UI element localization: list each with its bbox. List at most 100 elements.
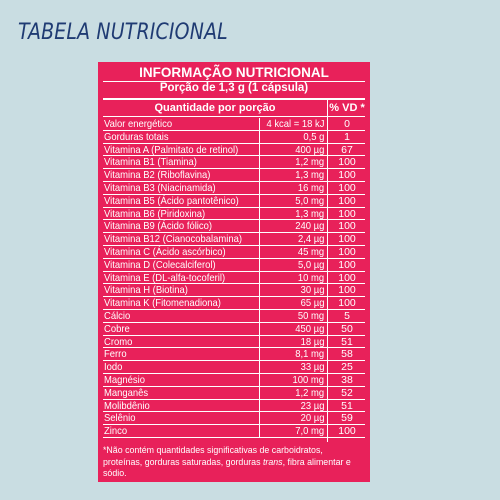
- nutrient-vd: 51: [341, 335, 353, 348]
- amount-cell: 2,4 µg: [259, 233, 327, 246]
- divider: [103, 81, 365, 82]
- amount-cell: 100 mg: [259, 373, 327, 386]
- nutrient-vd: 100: [338, 181, 356, 194]
- table-row: Molibdênio 23 µg 51: [103, 399, 365, 413]
- nutrient-vd: 0: [344, 118, 350, 130]
- nutrient-name: Vitamina E (DL-alfa-tocoferil): [104, 271, 226, 284]
- nutrient-rows: Valor energético 4 kcal = 18 kJ 0 Gorduras …: [103, 118, 365, 438]
- amount-cell: 5,0 mg: [259, 194, 327, 207]
- portion-size: Porção de 1,3 g (1 cápsula): [159, 82, 309, 94]
- nutrient-name: Vitamina H (Biotina): [104, 284, 188, 297]
- amount-cell: 0,5 g: [259, 130, 327, 143]
- label-title: INFORMAÇÃO NUTRICIONAL: [139, 65, 329, 80]
- table-row: Vitamina B6 (Piridoxina) 1,3 mg 100: [103, 207, 365, 221]
- nutrient-name: Vitamina B9 (Ácido fólico): [104, 220, 213, 233]
- nutrient-name: Vitamina B5 (Ácido pantotênico): [104, 194, 239, 207]
- table-row: Vitamina A (Palmitato de retinol) 400 µg 6…: [103, 143, 365, 157]
- nutrient-amount: 16 mg: [297, 181, 324, 194]
- nutrient-amount: 20 µg: [300, 412, 324, 425]
- nutrient-amount: 5,0 mg: [295, 194, 324, 207]
- nutrition-label: INFORMAÇÃO NUTRICIONAL Porção de 1,3 g (…: [98, 62, 370, 482]
- nutrient-vd: 52: [341, 386, 353, 399]
- table-row: Vitamina B2 (Riboflavina) 1,3 mg 100: [103, 169, 365, 182]
- footnote: *Não contém quantidades significativas d…: [103, 445, 361, 480]
- table-row: Ferro 8,1 mg 58: [103, 348, 365, 362]
- nutrient-amount: 1,2 mg: [295, 156, 324, 169]
- footnote-italic: trans: [262, 456, 283, 468]
- nutrient-amount: 400 µg: [294, 143, 324, 156]
- nutrient-name: Vitamina B12 (Cianocobalamina): [104, 233, 242, 246]
- nutrient-amount: 50 mg: [297, 309, 324, 322]
- nutrient-amount: 33 µg: [300, 361, 324, 374]
- nutrient-amount: 65 µg: [300, 297, 324, 310]
- nutrient-amount: 23 µg: [300, 399, 324, 412]
- table-row: Magnésio 100 mg 38: [103, 373, 365, 387]
- column-header-vd: % VD *: [329, 102, 365, 114]
- nutrient-vd: 51: [341, 399, 353, 412]
- nutrient-amount: 0,5 g: [302, 130, 324, 143]
- nutrient-name: Vitamina B3 (Niacinamida): [104, 181, 216, 194]
- nutrient-name: Manganês: [104, 386, 149, 399]
- table-row: Valor energético 4 kcal = 18 kJ 0: [103, 118, 365, 131]
- table-row: Vitamina E (DL-alfa-tocoferil) 10 mg 100: [103, 271, 365, 285]
- nutrient-name: Vitamina D (Colecalciferol): [104, 258, 216, 271]
- table-row: Iodo 33 µg 25: [103, 361, 365, 374]
- amount-cell: 240 µg: [259, 220, 327, 233]
- nutrient-name: Selênio: [104, 412, 136, 425]
- table-row: Vitamina K (Fitomenadiona) 65 µg 100: [103, 297, 365, 310]
- nutrient-vd: 100: [338, 169, 356, 182]
- nutrient-name: Vitamina A (Palmitato de retinol): [104, 143, 239, 156]
- amount-cell: 30 µg: [259, 284, 327, 297]
- table-row: Cromo 18 µg 51: [103, 335, 365, 349]
- nutrient-name: Valor energético: [104, 118, 173, 130]
- nutrient-name: Gorduras totais: [104, 130, 169, 143]
- nutrient-vd: 100: [338, 156, 356, 169]
- table-row: Vitamina B9 (Ácido fólico) 240 µg 100: [103, 220, 365, 234]
- nutrient-name: Vitamina B6 (Piridoxina): [104, 207, 206, 220]
- nutrient-vd: 59: [341, 412, 353, 425]
- table-row: Selênio 20 µg 59: [103, 412, 365, 426]
- nutrient-amount: 5,0 µg: [297, 258, 324, 271]
- column-header-quantity: Quantidade por porção: [154, 102, 276, 114]
- nutrient-amount: 1,2 mg: [295, 386, 324, 399]
- amount-cell: 16 mg: [259, 181, 327, 194]
- nutrient-name: Magnésio: [104, 373, 145, 386]
- nutrient-amount: 1,3 mg: [295, 169, 324, 182]
- nutrient-vd: 38: [341, 373, 353, 386]
- nutrient-vd: 100: [338, 233, 356, 246]
- nutrient-name: Zinco: [104, 425, 128, 438]
- nutrient-vd: 58: [341, 348, 353, 361]
- amount-cell: 7,0 mg: [259, 425, 327, 438]
- table-row: Vitamina B5 (Ácido pantotênico) 5,0 mg 100: [103, 194, 365, 208]
- nutrient-vd: 100: [338, 194, 356, 207]
- nutrient-name: Iodo: [104, 361, 123, 374]
- amount-cell: 450 µg: [259, 322, 327, 335]
- nutrient-vd: 100: [338, 425, 356, 438]
- divider: [103, 116, 365, 117]
- amount-cell: 18 µg: [259, 335, 327, 348]
- nutrient-name: Cobre: [104, 322, 130, 335]
- divider: [103, 98, 365, 100]
- table-row: Vitamina H (Biotina) 30 µg 100: [103, 284, 365, 298]
- nutrient-vd: 67: [341, 143, 353, 156]
- nutrient-vd: 100: [338, 207, 356, 220]
- nutrient-vd: 50: [341, 322, 353, 335]
- amount-cell: 45 mg: [259, 245, 327, 258]
- nutrient-amount: 450 µg: [294, 322, 324, 335]
- amount-cell: 20 µg: [259, 412, 327, 425]
- amount-cell: 1,2 mg: [259, 386, 327, 399]
- amount-cell: 400 µg: [259, 143, 327, 156]
- amount-cell: 1,3 mg: [259, 207, 327, 220]
- amount-cell: 5,0 µg: [259, 258, 327, 271]
- amount-cell: 1,2 mg: [259, 156, 327, 169]
- nutrient-amount: 2,4 µg: [297, 233, 324, 246]
- amount-cell: 10 mg: [259, 271, 327, 284]
- nutrient-name: Ferro: [104, 348, 127, 361]
- nutrient-vd: 100: [338, 245, 356, 258]
- table-row: Cobre 450 µg 50: [103, 322, 365, 336]
- amount-cell: 4 kcal = 18 kJ: [259, 118, 327, 130]
- nutrient-vd: 100: [338, 220, 356, 233]
- nutrient-vd: 1: [344, 130, 350, 143]
- amount-cell: 1,3 mg: [259, 169, 327, 182]
- nutrient-amount: 7,0 mg: [295, 425, 324, 438]
